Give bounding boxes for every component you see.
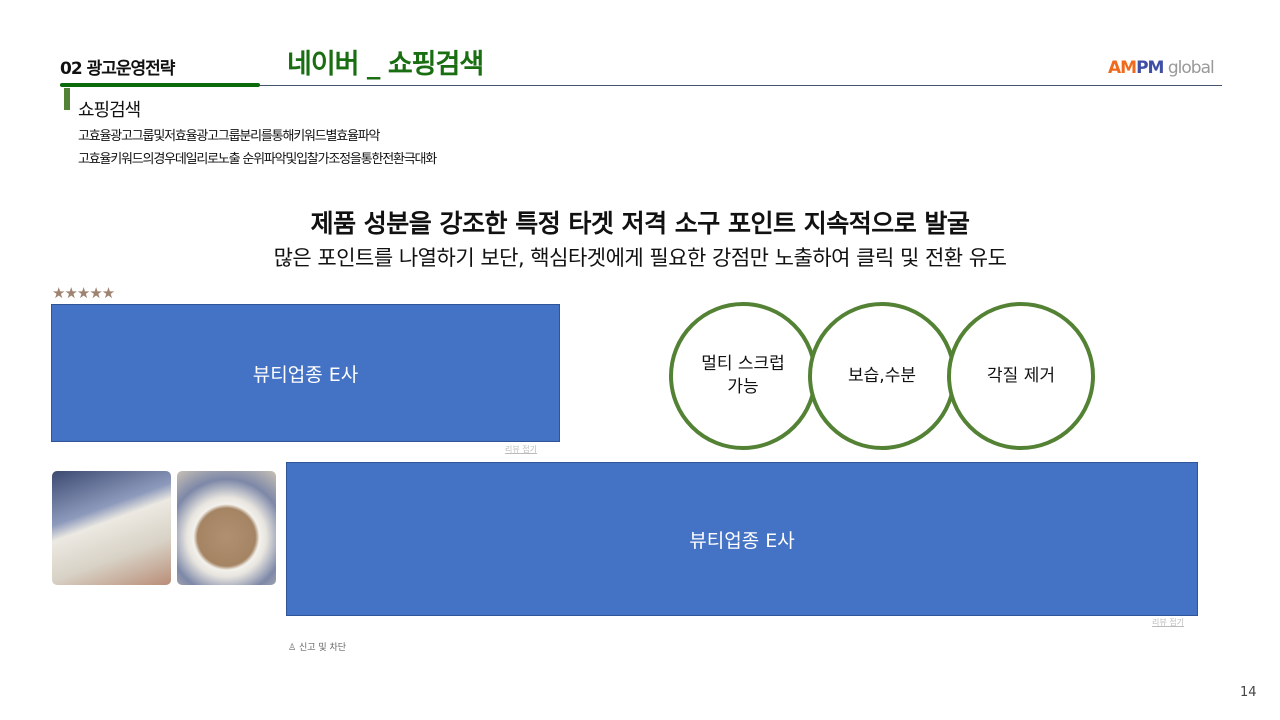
- description-line: 고효율키워드의경우데일리로노출 순위파악및입찰가조정을통한전환극대화: [78, 152, 437, 167]
- report-icon: ♙: [288, 643, 299, 653]
- fold-review-link[interactable]: 리뷰 접기: [1152, 618, 1184, 627]
- report-block-link[interactable]: ♙ 신고 및 차단: [288, 643, 347, 653]
- logo: AMPM global: [1108, 58, 1215, 78]
- feature-circle: 보습,수분: [808, 302, 956, 450]
- feature-circle: 멀티 스크럽 가능: [669, 302, 817, 450]
- page-number: 14: [1240, 685, 1257, 700]
- fold-review-link[interactable]: 리뷰 접기: [505, 445, 537, 454]
- header-divider: [60, 85, 1222, 86]
- description-line: 고효율광고그룹및저효율광고그룹분리를통해키워드별효율파악: [78, 129, 380, 144]
- subtitle: 쇼핑검색: [78, 100, 141, 121]
- section-label: 02 광고운영전략: [60, 59, 175, 79]
- headline: 제품 성분을 강조한 특정 타겟 저격 소구 포인트 지속적으로 발굴: [310, 209, 970, 238]
- masked-review-box: 뷰티업종 E사: [286, 462, 1198, 616]
- page-title: 네이버 _ 쇼핑검색: [287, 49, 484, 80]
- review-photo[interactable]: [52, 471, 171, 585]
- masked-review-box: 뷰티업종 E사: [51, 304, 560, 442]
- review-photo[interactable]: [177, 471, 276, 585]
- subtitle-marker: [64, 88, 70, 110]
- star-rating: ★★★★★: [52, 284, 115, 302]
- header-accent-bar: [60, 83, 260, 87]
- feature-circle: 각질 제거: [947, 302, 1095, 450]
- subheadline: 많은 포인트를 나열하기 보단, 핵심타겟에게 필요한 강점만 노출하여 클릭 …: [273, 246, 1007, 270]
